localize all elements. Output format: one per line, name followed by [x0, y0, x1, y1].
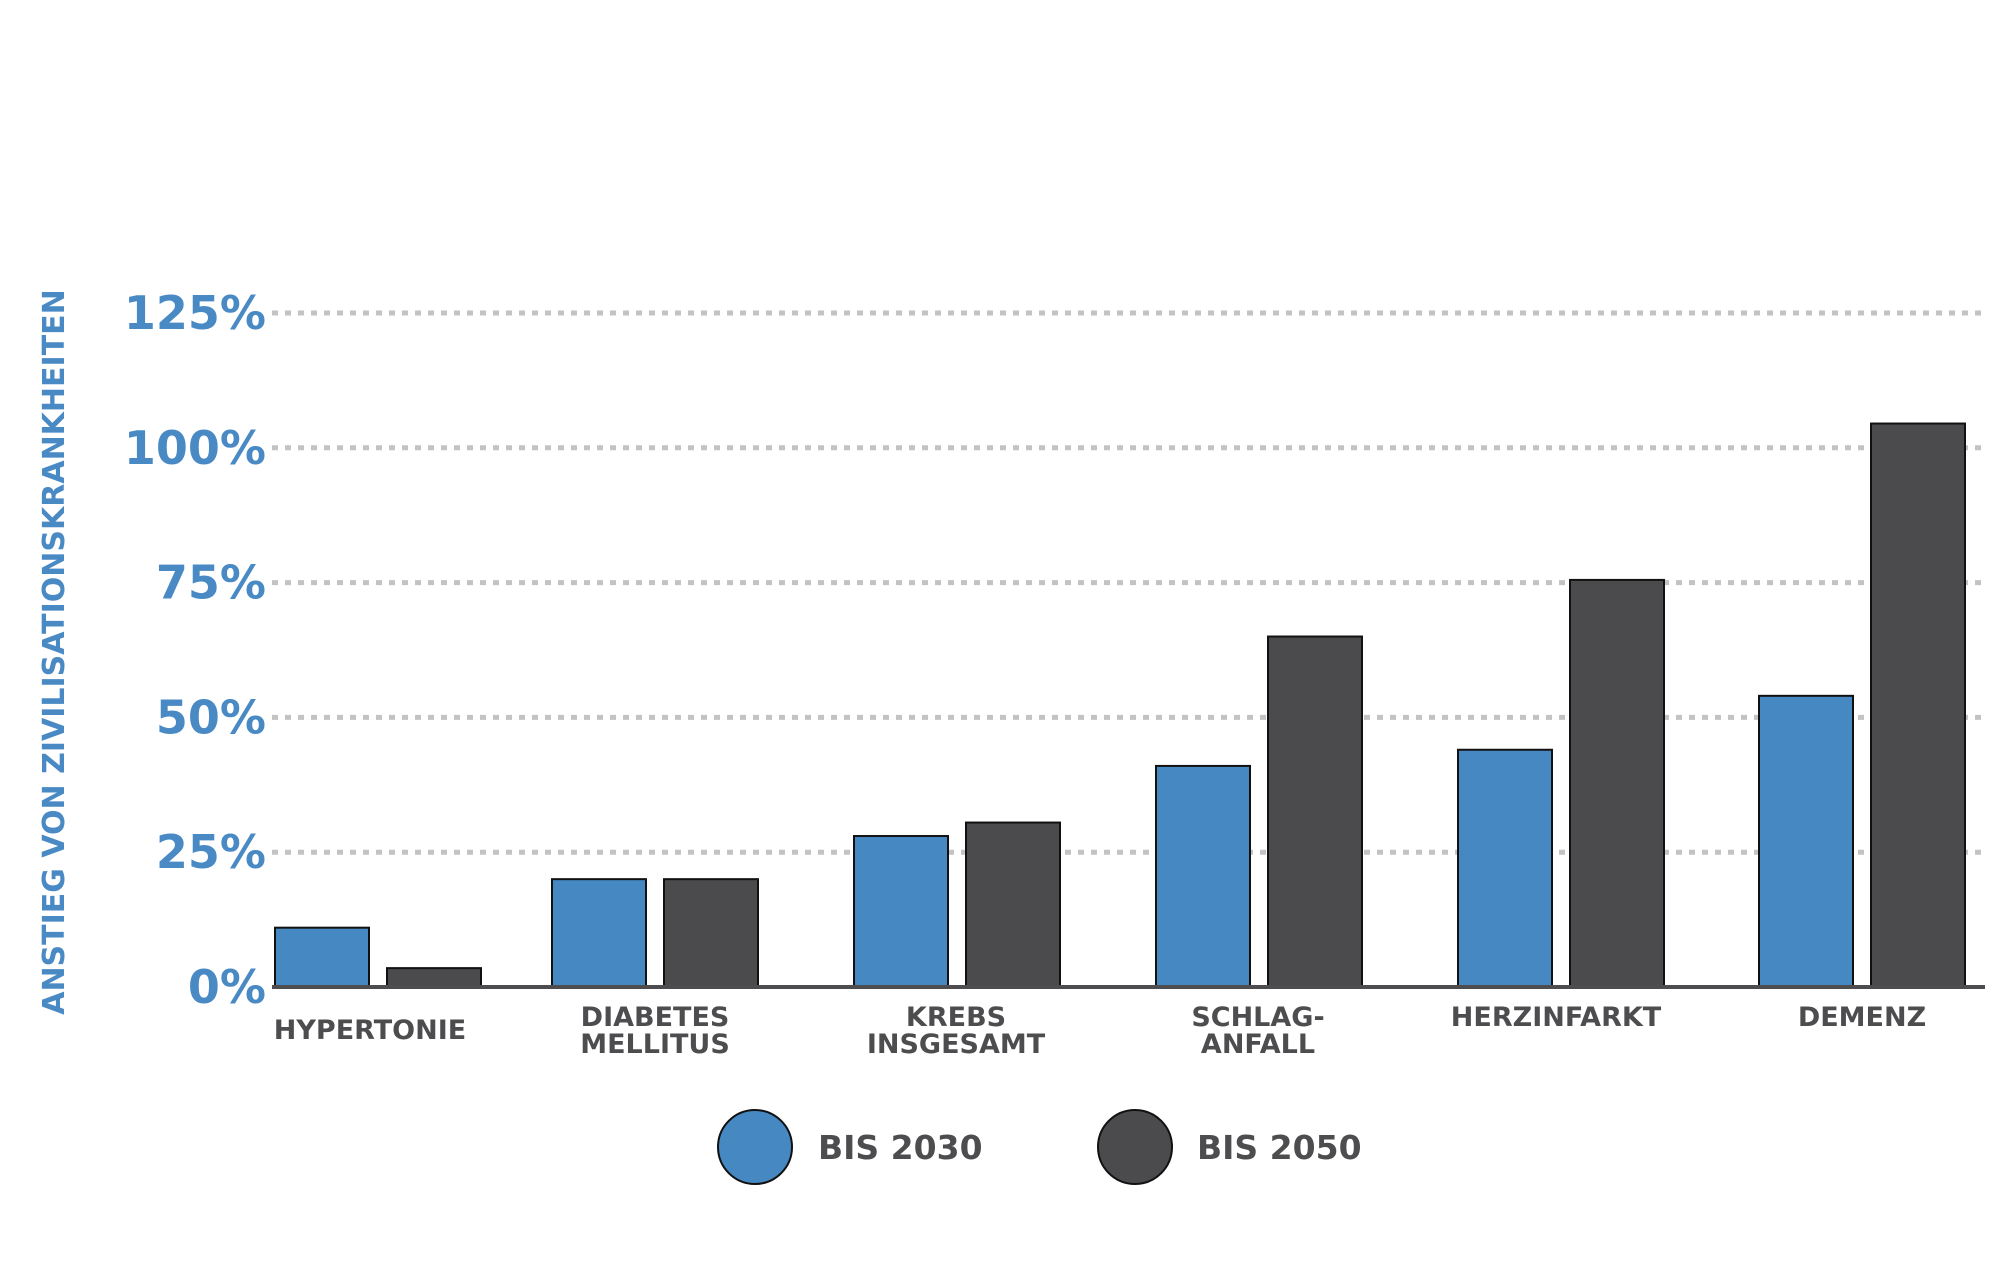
x-tick-label: MELLITUS — [580, 1029, 730, 1060]
legend-label: BIS 2030 — [818, 1128, 983, 1167]
bar-bis-2030 — [274, 926, 370, 988]
bar-bis-2050 — [1569, 578, 1665, 988]
x-tick-label: SCHLAG- — [1191, 1002, 1324, 1033]
y-axis-label: ANSTIEG VON ZIVILISATIONSKRANKHEITEN — [37, 289, 72, 1015]
bar-bis-2030 — [1457, 748, 1553, 989]
x-tick-label: HERZINFARKT — [1451, 1002, 1662, 1033]
bar-bis-2050 — [965, 821, 1061, 988]
x-tick-label: DEMENZ — [1798, 1002, 1926, 1033]
bar-bis-2030 — [1155, 764, 1251, 988]
bars — [274, 422, 1966, 989]
y-tick-label: 100% — [124, 421, 266, 475]
y-axis: 0% 25% 50% 75% 100% 125% — [124, 286, 1985, 1014]
x-tick-label: ANFALL — [1201, 1029, 1315, 1060]
legend-swatch-bis-2030 — [717, 1109, 793, 1185]
legend-swatch-bis-2050 — [1097, 1109, 1173, 1185]
y-tick-label: 125% — [124, 286, 266, 340]
bar-bis-2030 — [1758, 694, 1854, 988]
legend: BIS 2030 BIS 2050 — [717, 1109, 1362, 1185]
bar-bis-2030 — [853, 835, 949, 988]
x-tick-label: HYPERTONIE — [274, 1015, 466, 1046]
y-tick-label: 50% — [156, 690, 266, 744]
bar-bis-2050 — [1267, 635, 1363, 989]
x-tick-label: KREBS — [906, 1002, 1006, 1033]
x-tick-label: DIABETES — [581, 1002, 730, 1033]
bar-bis-2050 — [663, 878, 759, 988]
x-tick-label: INSGESAMT — [867, 1029, 1046, 1060]
y-tick-label: 75% — [156, 556, 266, 610]
bar-bis-2050 — [386, 967, 482, 988]
gridlines — [272, 310, 1985, 855]
bar-bis-2030 — [551, 878, 647, 988]
y-tick-label: 0% — [188, 960, 266, 1014]
y-tick-label: 25% — [156, 825, 266, 879]
bar-bis-2050 — [1870, 422, 1966, 988]
legend-label: BIS 2050 — [1197, 1128, 1362, 1167]
